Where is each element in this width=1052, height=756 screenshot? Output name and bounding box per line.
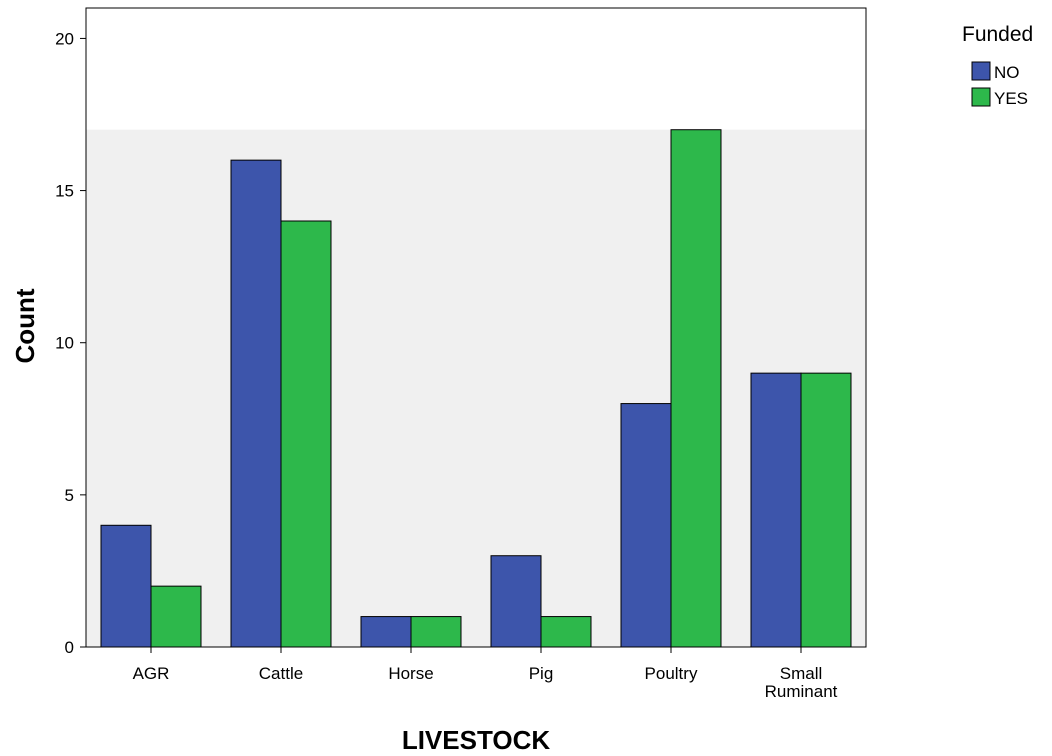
bar-no-small-ruminant [750, 372, 802, 648]
y-tick-label: 15 [55, 182, 74, 201]
y-tick-label: 10 [55, 334, 74, 353]
x-tick-label: Small Ruminant [765, 664, 838, 701]
bar-no-pig [490, 555, 542, 648]
bars [100, 129, 852, 648]
bar-no-poultry [620, 403, 672, 648]
legend-label-no: NO [994, 63, 1020, 82]
x-tick-label: Poultry [645, 664, 698, 683]
legend-label-yes: YES [994, 89, 1028, 108]
legend-swatch-no [971, 61, 991, 81]
y-tick-label: 20 [55, 29, 74, 48]
y-tick-label: 0 [65, 638, 74, 657]
bar-yes-horse [410, 616, 462, 648]
x-tick-label: Cattle [259, 664, 303, 683]
bar-yes-poultry [670, 129, 722, 648]
bar-yes-agr [150, 585, 202, 648]
legend-swatch-yes [971, 87, 991, 107]
bar-yes-pig [540, 616, 592, 648]
bar-no-agr [100, 524, 152, 648]
data-range-shading [86, 129, 866, 647]
x-axis: AGR Cattle Horse Pig Poultry Small Ruminant [133, 647, 838, 701]
plot-frame [85, 7, 867, 648]
legend-items: NO YES [971, 61, 1028, 108]
bar-no-cattle [230, 159, 282, 648]
x-tick-label: Pig [529, 664, 554, 683]
legend: Funded NO YES [962, 23, 1033, 108]
bar-yes-cattle [280, 220, 332, 648]
y-axis: 0 5 10 15 20 [55, 29, 86, 657]
bar-no-horse [360, 616, 412, 648]
x-tick-label: Horse [388, 664, 433, 683]
y-axis-title: Count [10, 288, 40, 363]
legend-title: Funded [962, 23, 1033, 46]
x-axis-title: LIVESTOCK [402, 725, 551, 755]
y-tick-label: 5 [65, 486, 74, 505]
bar-yes-small-ruminant [800, 372, 852, 648]
x-tick-label: AGR [133, 664, 170, 683]
